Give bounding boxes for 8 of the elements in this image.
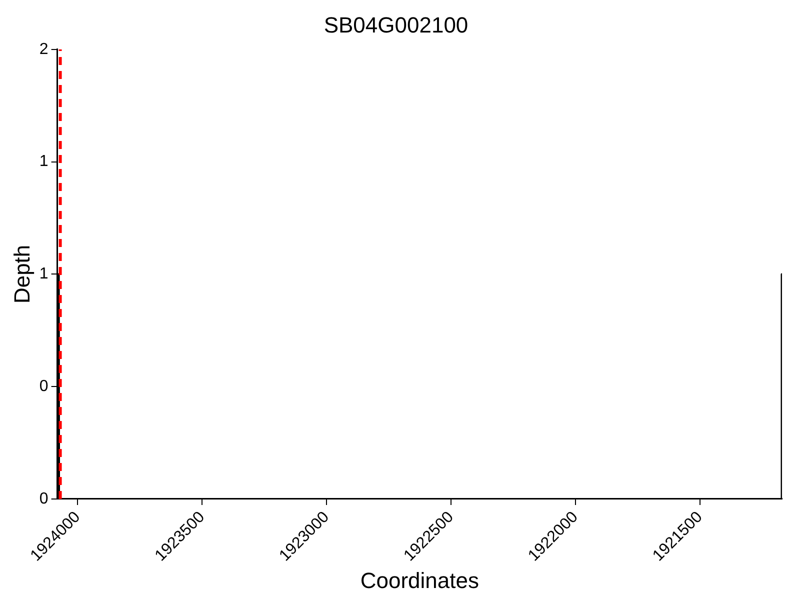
x-axis-title: Coordinates bbox=[360, 568, 479, 593]
y-tick-label: 0 bbox=[39, 490, 48, 508]
y-axis-title: Depth bbox=[9, 244, 34, 304]
y-tick-label: 1 bbox=[39, 266, 48, 283]
y-tick-label: 1 bbox=[39, 153, 48, 170]
y-tick-label: 0 bbox=[39, 378, 48, 395]
y-tick-label: 2 bbox=[39, 40, 48, 58]
chart-title: SB04G002100 bbox=[324, 12, 468, 38]
